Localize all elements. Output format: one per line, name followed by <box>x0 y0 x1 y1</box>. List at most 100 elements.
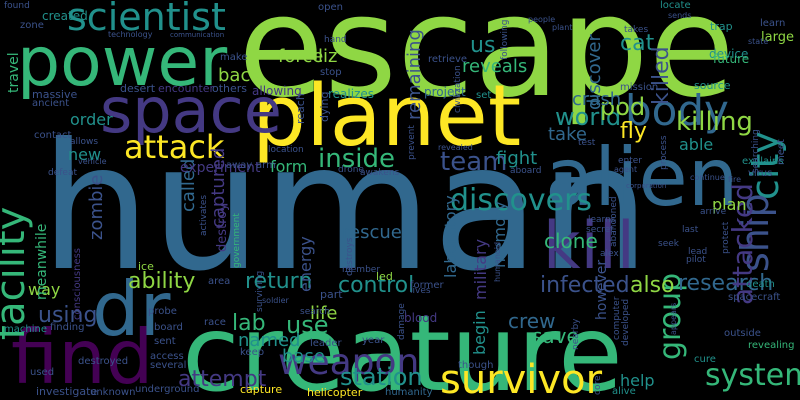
word-zone: zone <box>20 20 44 31</box>
word-others: others <box>212 82 247 95</box>
word-learns: learns <box>588 215 616 225</box>
word-weapon: weapon <box>278 342 419 383</box>
word-open: open <box>318 2 343 13</box>
word-make: make <box>220 52 247 63</box>
word-realizes: realizes <box>328 87 374 101</box>
word-system: system <box>705 358 800 393</box>
word-memory: memory <box>490 201 509 268</box>
word-race: race <box>204 317 226 328</box>
word-plan: plan <box>712 195 747 214</box>
word-outside: outside <box>724 328 761 339</box>
word-ship: ship <box>733 193 777 272</box>
word-virus: virus <box>748 168 772 179</box>
word-explains: explains <box>742 156 783 167</box>
word-seek: seek <box>658 239 680 249</box>
word-way: way <box>28 280 60 299</box>
word-corporation: corporation <box>626 182 666 190</box>
word-machine: machine <box>4 324 47 335</box>
word-drone: drone <box>338 165 364 175</box>
word-life: life <box>310 303 337 324</box>
word-energy: energy <box>296 236 315 292</box>
word-new: new <box>68 145 101 164</box>
word-attempt: attempt <box>178 367 267 392</box>
word-finding: finding <box>50 322 84 333</box>
word-defeat: defeat <box>48 168 77 178</box>
word-use: use <box>286 311 328 339</box>
word-destroys: destroys <box>345 237 355 276</box>
word-survivor: survivor <box>440 357 603 400</box>
word-allowing: allowing <box>252 84 302 98</box>
word-plant: plant <box>552 23 572 32</box>
word-named: named <box>238 330 300 351</box>
word-probe: probe <box>148 306 177 317</box>
word-destroyed: destroyed <box>78 356 128 367</box>
word-leader: leader <box>310 338 343 349</box>
word-retrieve: retrieve <box>428 54 467 65</box>
word-revealing: revealing <box>748 340 794 351</box>
word-human: human <box>40 107 650 310</box>
word-encounter: encounter <box>158 82 215 95</box>
word-city: city <box>743 131 787 200</box>
word-meet: meet <box>776 139 787 165</box>
word-spacecraft: spacecraft <box>728 292 780 303</box>
word-pilot: pilot <box>686 255 706 265</box>
word-secret: secret <box>586 225 614 235</box>
word-however: however <box>594 260 610 320</box>
word-location: location <box>268 145 304 155</box>
word-begin: begin <box>470 310 489 355</box>
word-humanoid: humanoid <box>493 242 502 282</box>
word-desert: desert <box>120 82 156 95</box>
word-civilization: civilization <box>453 65 463 113</box>
word-back: back <box>218 65 261 86</box>
word-nearby: nearby <box>571 318 581 350</box>
word-last: last <box>682 225 699 235</box>
word-pod: pod <box>600 93 645 121</box>
word-used: used <box>30 367 54 378</box>
word-discover: discover <box>584 34 605 110</box>
word-process: process <box>659 135 669 170</box>
word-alex: alex <box>600 249 619 259</box>
word-kill: kill <box>543 209 635 284</box>
word-member: member <box>342 265 380 275</box>
word-military: military <box>471 239 490 300</box>
word-enter: enter <box>618 156 642 166</box>
word-consciousness: consciousness <box>72 248 83 320</box>
word-unknown: unknown <box>90 387 135 398</box>
word-clone: clone <box>544 229 598 253</box>
word-using: using <box>38 303 97 328</box>
word-reach: reach <box>294 93 307 124</box>
word-order: order <box>70 110 113 129</box>
word-agent: agent <box>614 165 637 174</box>
word-computer: computer <box>612 296 622 340</box>
word-control: control <box>338 273 414 298</box>
word-led: led <box>376 270 393 283</box>
word-created: created <box>42 9 88 23</box>
word-sent: sent <box>154 336 176 347</box>
word-death: death <box>746 279 775 290</box>
word-source: source <box>694 79 731 92</box>
word-aboard: aboard <box>510 166 542 176</box>
word-meanwhile: meanwhile <box>34 224 50 300</box>
word-cure: cure <box>694 354 716 365</box>
word-cat: cat <box>620 31 655 56</box>
word-escape: escape <box>238 0 735 129</box>
word-crash: crash <box>572 89 621 110</box>
word-station: station <box>340 363 423 391</box>
word-test: test <box>578 138 596 148</box>
word-team: team <box>440 147 507 177</box>
word-discovers: discovers <box>450 183 592 218</box>
word-revealed: revealed <box>438 143 473 152</box>
word-underground: underground <box>135 384 200 395</box>
word-captured: captured <box>208 148 229 228</box>
word-abandoned: abandoned <box>609 196 619 247</box>
word-locate: locate <box>660 0 691 11</box>
word-technology: technology <box>108 30 153 39</box>
word-ability: ability <box>128 269 195 294</box>
word-fly: fly <box>620 119 647 144</box>
word-activates: activates <box>199 195 209 236</box>
word-power: power <box>17 23 227 102</box>
word-developed: developed <box>621 299 631 346</box>
